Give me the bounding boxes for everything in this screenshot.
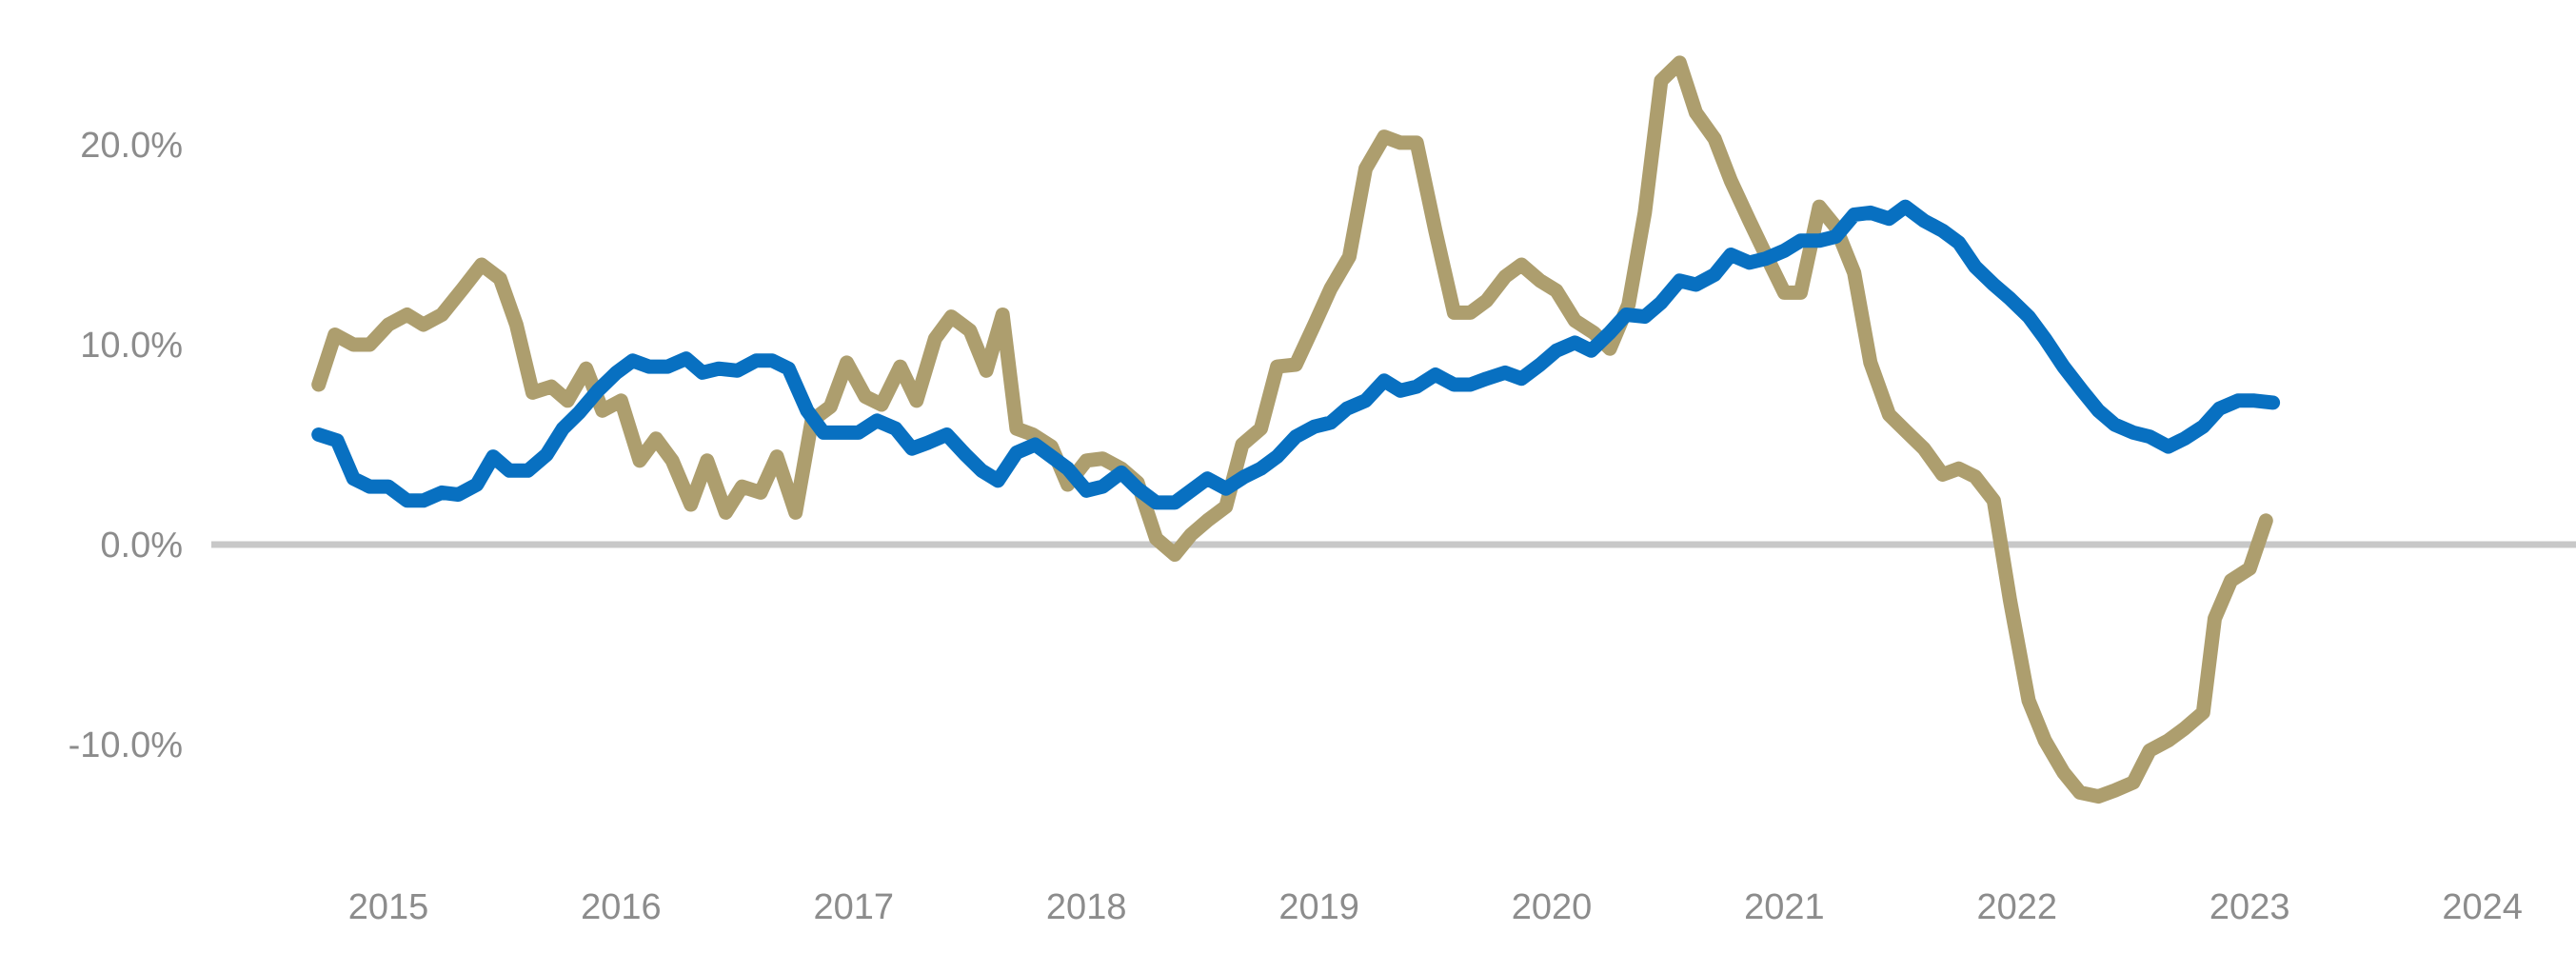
x-tick-label: 2018 bbox=[1046, 887, 1127, 927]
x-tick-label: 2020 bbox=[1512, 887, 1593, 927]
x-tick-label: 2016 bbox=[581, 887, 662, 927]
x-tick-label: 2022 bbox=[1977, 887, 2058, 927]
y-tick-label: 0.0% bbox=[100, 526, 183, 566]
x-tick-label: 2024 bbox=[2442, 887, 2523, 927]
x-tick-label: 2019 bbox=[1278, 887, 1359, 927]
series-line-1 bbox=[311, 55, 2273, 804]
y-tick-label: -10.0% bbox=[69, 725, 183, 765]
series-line-2 bbox=[311, 199, 2281, 510]
x-axis-tick-labels: 2015 2016 2017 2018 2019 2020 2021 2022 2023 2024 bbox=[348, 887, 2523, 927]
x-tick-label: 2015 bbox=[348, 887, 429, 927]
x-tick-label: 2017 bbox=[814, 887, 895, 927]
series-lines bbox=[311, 55, 2281, 804]
x-tick-label: 2021 bbox=[1744, 887, 1825, 927]
y-tick-label: 10.0% bbox=[80, 326, 183, 366]
x-tick-label: 2023 bbox=[2209, 887, 2290, 927]
y-tick-label: 20.0% bbox=[80, 126, 183, 166]
y-axis-tick-labels: 20.0% 10.0% 0.0% -10.0% bbox=[69, 126, 183, 765]
